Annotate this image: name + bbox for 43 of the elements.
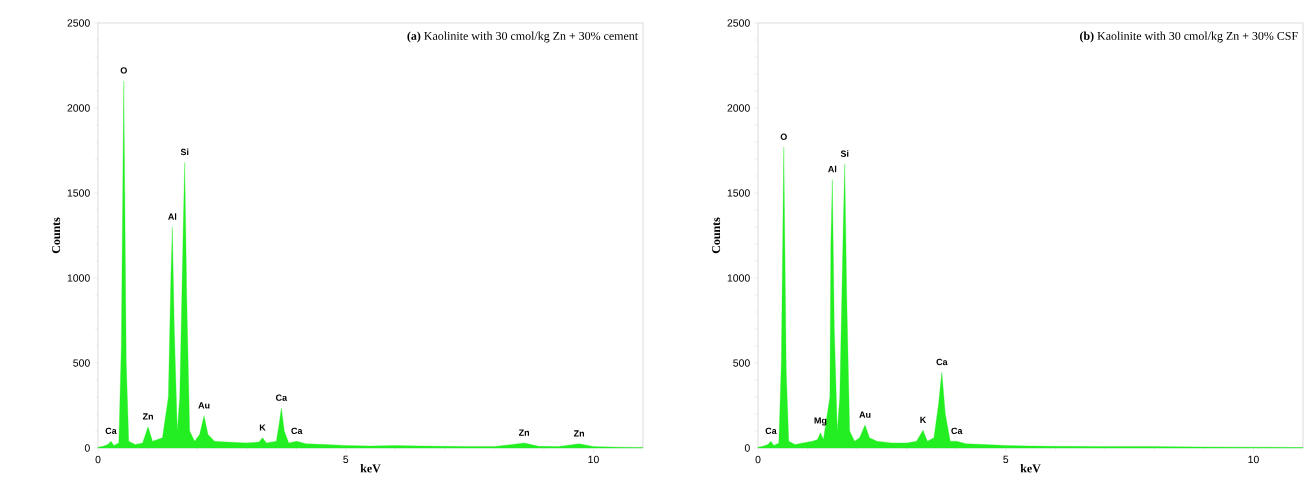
y-axis-title: Counts [712,217,721,254]
annotation: Ca [951,427,963,434]
y-tick-label: 500 [73,359,90,367]
annotation: Si [840,150,849,157]
x-tick-label: 5 [1003,455,1009,464]
annotation: Ca [275,394,288,401]
y-tick-label: 1000 [67,274,90,282]
y-axis-title: Counts [52,217,61,254]
y-tick-label: 1000 [727,274,750,282]
annotation: Ca [105,427,117,434]
y-tick-label: 2500 [727,19,750,27]
x-axis-title: keV [1020,464,1041,473]
x-axis-title: keV [360,464,381,473]
x-tick-label: 5 [343,455,349,464]
annotation: O [120,67,127,74]
y-tick-label: 0 [84,444,90,452]
y-tick-label: 0 [744,444,750,452]
text: (b) Kaolinite with 30 cmol/kg Zn + 30% CSF [1080,31,1298,43]
x-tick-label: 0 [95,455,101,464]
annotation: Al [168,213,177,220]
annotation: Au [859,411,871,418]
annotation: O [780,133,787,140]
x-tick-label: 10 [1248,455,1259,464]
annotation: Zn [142,413,153,420]
x-tick-label: 10 [588,455,599,464]
x-tick-label: 0 [755,455,761,464]
annotation: K [920,416,927,423]
annotation: Ca [291,427,303,434]
annotation: Ca [765,427,777,434]
y-tick-label: 2000 [727,104,750,112]
annotation: Ca [936,358,948,366]
annotation: Au [198,402,210,409]
y-tick-label: 500 [733,359,750,367]
annotation: Zn [573,430,585,437]
y-tick-label: 2000 [67,104,90,112]
annotation: Si [180,148,189,156]
y-tick-label: 1500 [67,189,90,197]
y-tick-label: 2500 [67,19,90,27]
annotation: K [259,424,266,431]
text: (a) Kaolinite with 30 cmol/kg Zn + 30% cement [407,31,639,43]
annotation: Al [828,165,837,173]
y-tick-label: 1500 [727,189,750,197]
annotation: Zn [518,429,530,436]
